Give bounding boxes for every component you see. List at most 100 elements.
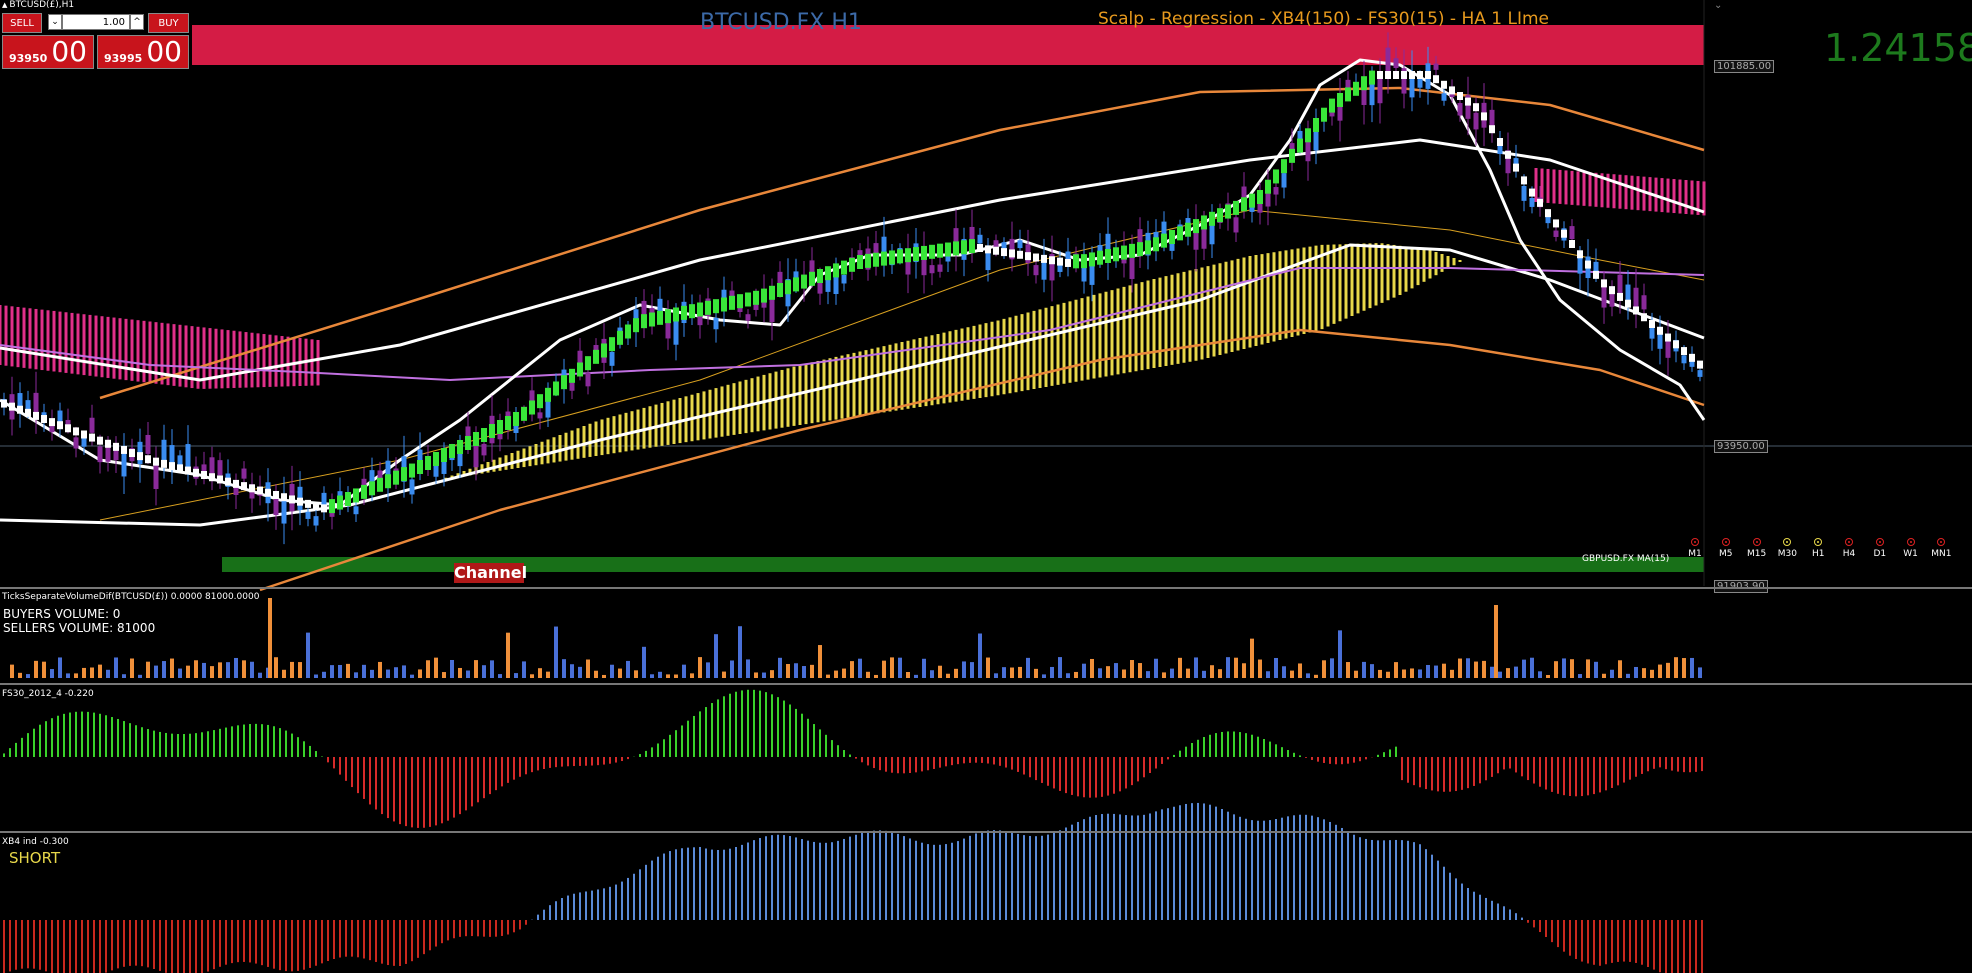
ha-bar	[513, 412, 519, 426]
candle-body	[217, 460, 223, 476]
candle-body	[993, 240, 999, 249]
ha-bar	[889, 250, 895, 265]
volume-bar	[506, 632, 510, 678]
ha-bar	[1113, 247, 1119, 262]
volume-bar	[1018, 666, 1022, 678]
volume-bar	[1490, 666, 1494, 678]
ha-bar	[697, 302, 703, 317]
ha-bar	[785, 280, 791, 295]
ha-bar	[361, 484, 367, 499]
ha-bar	[1329, 98, 1335, 113]
volume-bar	[650, 674, 654, 678]
candle-body	[89, 417, 95, 433]
ha-bar	[537, 394, 543, 409]
ha-bar	[673, 307, 679, 322]
ha-bar	[97, 436, 103, 445]
band-lower	[0, 243, 1705, 527]
buy-price-box[interactable]: 93995 00	[97, 35, 189, 69]
volume-bar	[442, 672, 446, 678]
volume-bar	[1618, 660, 1622, 678]
volume-bar	[1258, 659, 1262, 678]
candle-body	[657, 298, 663, 315]
ha-bar	[297, 497, 303, 506]
volume-bar	[194, 660, 198, 678]
sell-price-box[interactable]: 93950 00	[2, 35, 94, 69]
volume-bar	[1178, 657, 1182, 678]
candle-body	[473, 442, 479, 468]
candle-body	[1193, 221, 1199, 250]
ha-bar	[9, 402, 15, 411]
volume-bar	[746, 659, 750, 678]
panel-separator[interactable]	[0, 683, 1972, 685]
volume-bar	[162, 661, 166, 678]
ha-bar	[433, 452, 439, 466]
volume-bar	[418, 669, 422, 678]
ha-bar	[1697, 360, 1703, 369]
ha-bar	[241, 482, 247, 491]
volume-bar	[706, 662, 710, 678]
ha-bar	[1313, 118, 1319, 132]
collapse-icon[interactable]: ▲	[2, 1, 8, 9]
candle-body	[457, 448, 463, 467]
lot-size-input[interactable]: 1.00	[62, 14, 130, 30]
candle-body	[545, 399, 551, 418]
volume-bar	[458, 667, 462, 678]
candle-body	[1385, 47, 1391, 75]
volume-bar	[250, 661, 254, 678]
chart-symbol-title: BTCUSD.FX H1	[700, 10, 862, 35]
panel-separator[interactable]	[0, 831, 1972, 833]
volume-bar	[970, 662, 974, 678]
candle-body	[1401, 68, 1407, 94]
lot-decrease-button[interactable]: ⌄	[48, 14, 62, 30]
volume-bar	[538, 668, 542, 678]
timeframe-label: D1	[1873, 549, 1887, 559]
ha-bar	[553, 381, 559, 396]
candle-body	[737, 305, 743, 312]
volume-bar	[882, 660, 886, 678]
chart-shift-icon[interactable]: ⌄	[1714, 0, 1723, 11]
ha-bar	[633, 318, 639, 333]
volume-bar	[1554, 661, 1558, 678]
window-title-text: BTCUSD(£),H1	[9, 0, 75, 10]
volume-bar	[290, 661, 294, 678]
timeframe-label: M15	[1746, 549, 1767, 559]
ha-bar	[1529, 188, 1535, 197]
volume-bar	[922, 658, 926, 678]
buy-button[interactable]: BUY	[148, 13, 189, 33]
ha-bar	[609, 337, 615, 352]
ha-bar	[33, 411, 39, 420]
ha-bar	[345, 492, 351, 506]
ha-bar	[1249, 193, 1255, 208]
ha-bar	[1401, 71, 1407, 79]
candle-body	[97, 446, 103, 463]
ha-bar	[945, 242, 951, 257]
candle-body	[369, 470, 375, 487]
volume-bar	[578, 666, 582, 678]
ha-bar	[545, 387, 551, 402]
volume-bar	[26, 674, 30, 678]
one-click-trading-panel: SELL ⌄ 1.00 ^ BUY 93950 00 93995 00	[2, 13, 189, 69]
volume-bar	[642, 646, 646, 678]
volume-bar	[282, 669, 286, 678]
ha-bar	[577, 362, 583, 377]
sellers-volume: SELLERS VOLUME: 81000	[3, 621, 156, 635]
panel-separator[interactable]	[0, 587, 1972, 589]
candle-body	[273, 498, 279, 516]
volume-bar	[218, 662, 222, 678]
volume-bar	[1386, 671, 1390, 678]
candle-body	[1273, 187, 1279, 195]
volume-bar	[1674, 657, 1678, 678]
lot-increase-button[interactable]: ^	[130, 14, 144, 30]
ha-bar	[1017, 250, 1023, 259]
ha-bar	[1657, 326, 1663, 335]
xb4-panel-title: XB4 ind -0.300	[2, 837, 69, 847]
candle-body	[969, 226, 975, 251]
ha-bar	[281, 493, 287, 502]
ha-bar	[481, 428, 487, 442]
volume-bar	[1634, 666, 1638, 678]
status-dot-icon	[1937, 538, 1946, 546]
sell-button[interactable]: SELL	[2, 13, 42, 33]
volume-bar	[586, 659, 590, 678]
volume-bar	[1338, 630, 1342, 678]
